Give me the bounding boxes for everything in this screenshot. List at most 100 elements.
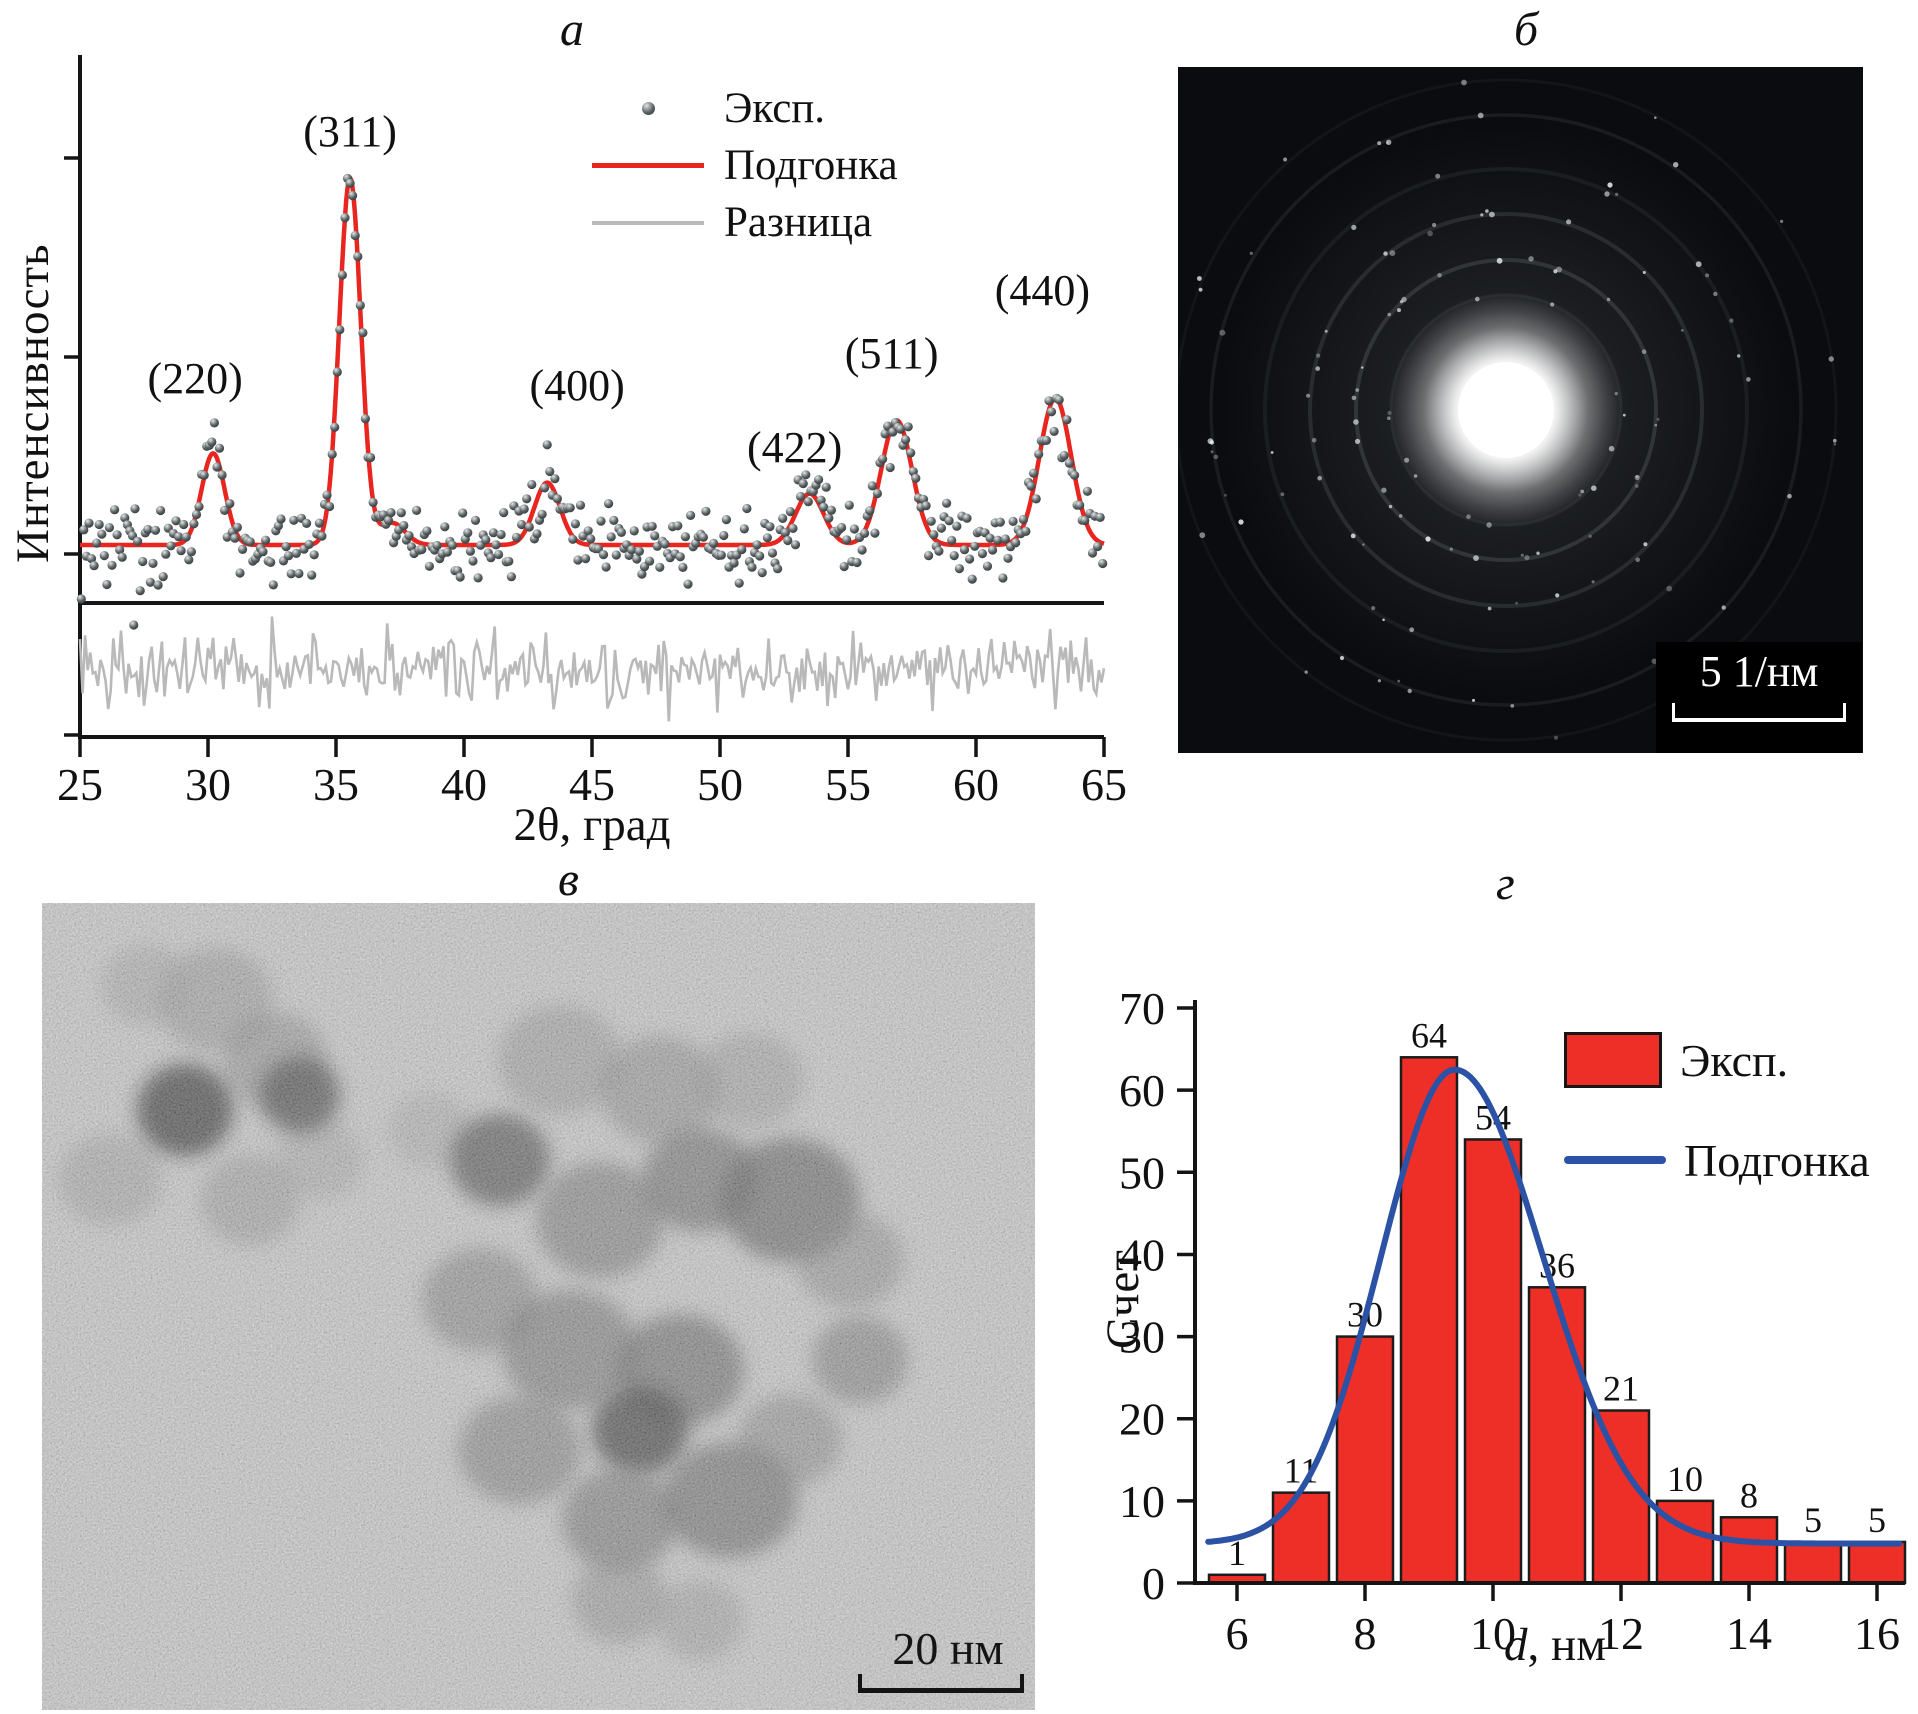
data-point bbox=[102, 579, 112, 590]
data-point bbox=[258, 547, 268, 557]
data-point bbox=[325, 501, 335, 512]
data-point bbox=[115, 545, 125, 555]
data-point bbox=[757, 568, 767, 578]
data-point bbox=[965, 554, 975, 564]
data-point bbox=[161, 549, 171, 559]
data-point bbox=[112, 530, 122, 540]
legend-label: Подгонка bbox=[724, 142, 898, 189]
data-point bbox=[179, 519, 189, 530]
diffraction-spot bbox=[1238, 519, 1244, 525]
diffraction-spot bbox=[1833, 438, 1837, 443]
data-point bbox=[803, 497, 813, 507]
data-point bbox=[880, 429, 890, 439]
data-point bbox=[739, 524, 749, 534]
data-point bbox=[1087, 548, 1098, 558]
x-tick-label: 25 bbox=[57, 759, 103, 810]
data-point bbox=[1064, 458, 1074, 468]
diffraction-spot bbox=[1311, 437, 1317, 443]
diffraction-spot bbox=[1198, 287, 1203, 292]
diffraction-spot bbox=[1536, 551, 1540, 555]
diffraction-spot bbox=[1654, 116, 1657, 119]
data-point bbox=[721, 515, 732, 525]
data-point bbox=[350, 230, 360, 241]
diffraction-spot bbox=[1520, 553, 1524, 557]
data-point bbox=[660, 539, 670, 549]
diffraction-spot bbox=[1361, 366, 1364, 369]
data-point bbox=[194, 502, 204, 512]
diffraction-spot bbox=[1705, 273, 1710, 278]
bar-value-label: 8 bbox=[1740, 1475, 1758, 1515]
diffraction-spot bbox=[1604, 191, 1610, 197]
data-point bbox=[581, 554, 591, 564]
data-point bbox=[611, 550, 621, 560]
diffraction-spot bbox=[1383, 251, 1388, 256]
data-point bbox=[716, 550, 726, 560]
histogram-y-axis-title: Счет bbox=[1097, 1249, 1149, 1349]
diffraction-spot bbox=[1377, 679, 1381, 683]
data-point bbox=[959, 545, 970, 555]
data-point bbox=[174, 532, 184, 542]
peak-label: (440) bbox=[995, 266, 1090, 315]
data-point bbox=[901, 435, 911, 445]
data-point bbox=[156, 505, 166, 516]
data-point bbox=[601, 562, 611, 572]
data-point bbox=[796, 491, 806, 502]
y-tick-label: 40 bbox=[1119, 1229, 1165, 1280]
diffraction-spot bbox=[1746, 377, 1751, 382]
data-point bbox=[506, 572, 516, 582]
panel-g-label: г bbox=[1496, 857, 1515, 910]
x-tick-label: 30 bbox=[185, 759, 231, 810]
data-point bbox=[470, 515, 481, 526]
data-point bbox=[117, 552, 127, 562]
diffraction-spot bbox=[1409, 627, 1415, 633]
data-point bbox=[952, 521, 962, 531]
data-point bbox=[463, 528, 473, 538]
data-point bbox=[327, 449, 337, 459]
bar-value-label: 1 bbox=[1228, 1533, 1246, 1573]
data-point bbox=[773, 564, 783, 574]
diffraction-spot bbox=[1524, 555, 1530, 561]
panel-v-label: в bbox=[558, 853, 579, 906]
diffraction-spot bbox=[1315, 366, 1320, 371]
data-point bbox=[1029, 468, 1039, 478]
data-point bbox=[184, 555, 194, 565]
data-point bbox=[340, 213, 350, 223]
data-point bbox=[616, 527, 627, 538]
data-point bbox=[304, 539, 314, 550]
diffraction-spot bbox=[1833, 442, 1837, 446]
difference-line-icon bbox=[588, 220, 708, 225]
bar-value-label: 10 bbox=[1667, 1459, 1703, 1499]
diffraction-spot bbox=[1461, 79, 1467, 86]
data-point bbox=[1003, 553, 1013, 563]
diffraction-spot bbox=[1737, 354, 1741, 358]
bar-value-label: 21 bbox=[1603, 1369, 1639, 1409]
fit-line-icon bbox=[588, 163, 708, 168]
data-point bbox=[924, 551, 934, 561]
experiment-bar-icon bbox=[1564, 1032, 1662, 1088]
data-point bbox=[944, 516, 954, 526]
diffraction-ring bbox=[1354, 258, 1658, 562]
y-tick-label: 10 bbox=[1119, 1476, 1165, 1527]
diffraction-spot bbox=[1324, 329, 1328, 333]
diffraction-spot bbox=[1487, 606, 1492, 611]
diffraction-spot bbox=[1528, 256, 1534, 262]
x-tick-label: 12 bbox=[1598, 1608, 1644, 1659]
data-point bbox=[432, 540, 442, 551]
data-point bbox=[302, 518, 312, 529]
data-point bbox=[481, 535, 491, 545]
data-point bbox=[135, 586, 145, 596]
bar-value-label: 5 bbox=[1804, 1500, 1822, 1540]
data-point bbox=[348, 191, 358, 201]
data-point bbox=[609, 515, 619, 526]
data-point bbox=[747, 562, 757, 572]
data-point bbox=[412, 505, 422, 515]
data-point bbox=[238, 544, 248, 555]
data-point bbox=[550, 474, 560, 484]
data-point bbox=[1082, 486, 1092, 496]
data-point bbox=[993, 535, 1003, 545]
data-point bbox=[110, 505, 120, 515]
peak-label: (400) bbox=[530, 361, 625, 410]
x-tick-label: 6 bbox=[1226, 1608, 1249, 1659]
data-point bbox=[942, 498, 952, 508]
difference-series bbox=[78, 616, 1106, 722]
